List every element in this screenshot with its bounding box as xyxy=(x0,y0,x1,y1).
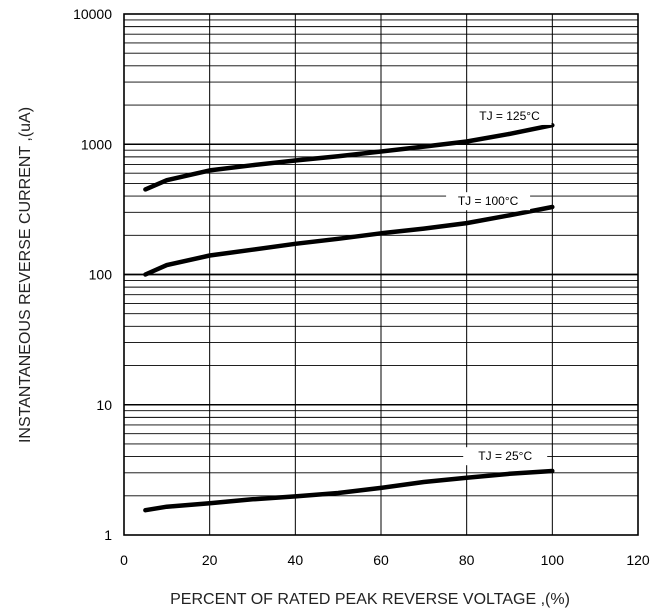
annotation-box xyxy=(446,192,531,211)
y-tick-label: 1 xyxy=(104,527,112,543)
x-tick-label: 100 xyxy=(541,552,565,568)
annotation-label: TJ = 25°C xyxy=(478,449,532,463)
x-tick-label: 60 xyxy=(373,552,389,568)
x-tick-label: 120 xyxy=(626,552,650,568)
series-lines xyxy=(143,122,555,513)
x-tick-label: 40 xyxy=(288,552,304,568)
annotation-label: TJ = 125°C xyxy=(479,109,540,123)
x-tick-label: 20 xyxy=(202,552,218,568)
x-tick-label: 0 xyxy=(120,552,128,568)
y-tick-label: 10000 xyxy=(73,6,112,22)
series-line-2 xyxy=(143,204,555,277)
y-tick-label: 10 xyxy=(96,397,112,413)
annotation-label: TJ = 100°C xyxy=(458,194,519,208)
x-tick-label: 80 xyxy=(459,552,475,568)
grid xyxy=(123,13,639,536)
x-axis-title: PERCENT OF RATED PEAK REVERSE VOLTAGE ,(… xyxy=(170,591,570,608)
annotation-box xyxy=(463,447,548,466)
y-tick-label: 1000 xyxy=(81,136,112,152)
series-annotations: TJ = 125°C TJ = 100°C TJ = 25°C xyxy=(446,106,552,466)
annotation-box xyxy=(467,106,552,125)
y-axis-title: INSTANTANEOUS REVERSE CURRENT ,(uA) xyxy=(17,107,34,443)
series-line-3 xyxy=(143,468,555,513)
series-line-1 xyxy=(143,122,555,192)
y-tick-label: 100 xyxy=(89,267,113,283)
